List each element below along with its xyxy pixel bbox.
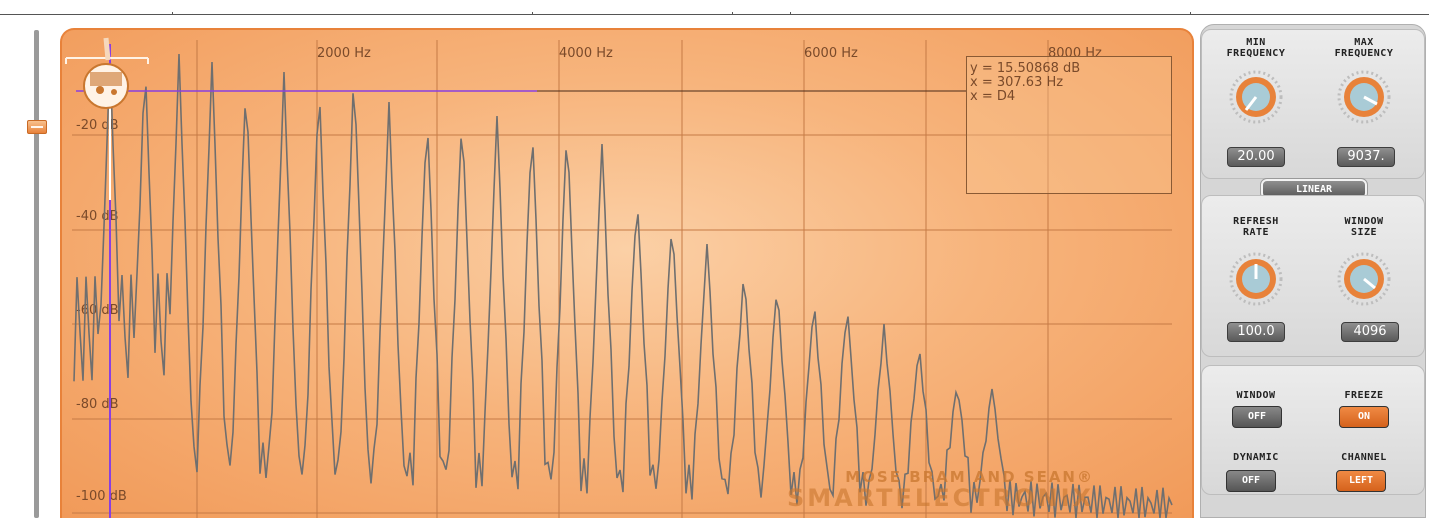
frequency-section: MIN FREQUENCY MAX FREQUENCY 20.00 9037. xyxy=(1201,29,1425,179)
readout-hz: x = 307.63 Hz xyxy=(970,76,1171,90)
control-panel: MIN FREQUENCY MAX FREQUENCY 20.00 9037. LI… xyxy=(1200,24,1426,518)
db-tick-label: -80 dB xyxy=(76,397,119,412)
gain-slider-thumb[interactable] xyxy=(27,120,47,134)
min-frequency-knob[interactable] xyxy=(1229,70,1283,124)
readout-note: x = D4 xyxy=(970,90,1171,104)
refresh-rate-knob[interactable] xyxy=(1229,252,1283,306)
freeze-toggle[interactable]: ON xyxy=(1339,406,1389,428)
analysis-section: REFRESH RATE WINDOW SIZE 100.0 4096 xyxy=(1201,195,1425,357)
window-toggle[interactable]: OFF xyxy=(1232,406,1282,428)
refresh-rate-label: REFRESH RATE xyxy=(1208,216,1304,238)
window-size-label: WINDOW SIZE xyxy=(1316,216,1412,238)
brand-title: SMARTELECTRONIX xyxy=(674,484,1094,512)
window-label: WINDOW xyxy=(1208,390,1304,401)
window-size-knob[interactable] xyxy=(1337,252,1391,306)
db-tick-label: -100 dB xyxy=(76,489,127,504)
brand-logo: MOSE BRAM AND SEAN® SMARTELECTRONIX xyxy=(674,468,1094,512)
max-frequency-knob[interactable] xyxy=(1337,70,1391,124)
readout-db: y = 15.50868 dB xyxy=(970,62,1171,76)
top-border xyxy=(0,14,1429,15)
window-size-value[interactable]: 4096 xyxy=(1341,322,1399,342)
freq-tick-label: 2000 Hz xyxy=(317,46,371,61)
channel-select[interactable]: LEFT xyxy=(1336,470,1386,492)
max-frequency-value[interactable]: 9037. xyxy=(1337,147,1395,167)
cursor-readout: y = 15.50868 dB x = 307.63 Hz x = D4 xyxy=(966,56,1172,194)
gain-slider-track[interactable] xyxy=(34,30,39,518)
freq-tick-label: 4000 Hz xyxy=(559,46,613,61)
dynamic-label: DYNAMIC xyxy=(1208,452,1304,463)
max-frequency-label: MAX FREQUENCY xyxy=(1316,37,1412,59)
freq-tick-label: 6000 Hz xyxy=(804,46,858,61)
options-section: WINDOW FREEZE OFF ON DYNAMIC CHANNEL OFF… xyxy=(1201,365,1425,495)
db-tick-label: -40 dB xyxy=(76,209,119,224)
mascot-icon xyxy=(62,30,152,118)
spectrum-display[interactable]: 2000 Hz 4000 Hz 6000 Hz 8000 Hz -20 dB -40 dB… xyxy=(60,28,1194,518)
freeze-label: FREEZE xyxy=(1316,390,1412,401)
channel-label: CHANNEL xyxy=(1316,452,1412,463)
refresh-rate-value[interactable]: 100.0 xyxy=(1227,322,1285,342)
dynamic-toggle[interactable]: OFF xyxy=(1226,470,1276,492)
min-frequency-label: MIN FREQUENCY xyxy=(1208,37,1304,59)
min-frequency-value[interactable]: 20.00 xyxy=(1227,147,1285,167)
